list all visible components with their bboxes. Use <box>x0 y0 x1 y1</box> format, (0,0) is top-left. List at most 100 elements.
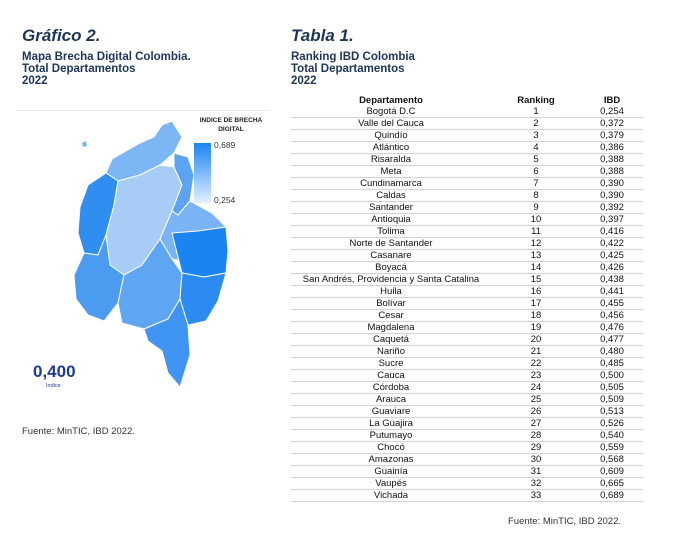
cell-departamento: Arauca <box>291 393 491 406</box>
table-row: Vichada 33 0,689 <box>291 489 643 502</box>
table-row: Norte de Santander 12 0,422 <box>291 237 643 250</box>
cell-ranking: 6 <box>491 165 581 178</box>
cell-ibd: 0,388 <box>581 153 643 166</box>
cell-ranking: 17 <box>491 297 581 310</box>
cell-ibd: 0,388 <box>581 165 643 178</box>
cell-departamento: Nariño <box>291 345 491 358</box>
cell-departamento: Guainía <box>291 465 491 478</box>
table-row: Magdalena 19 0,476 <box>291 321 643 334</box>
cell-ranking: 18 <box>491 309 581 322</box>
table-row: Huila 16 0,441 <box>291 285 643 298</box>
cell-ranking: 13 <box>491 249 581 262</box>
table-row: Bolívar 17 0,455 <box>291 297 643 310</box>
cell-departamento: Vichada <box>291 489 491 502</box>
ranking-table: Departamento Ranking IBD Bogotá D.C 1 0,25… <box>291 94 643 502</box>
table-row: Bogotá D.C 1 0,254 <box>291 106 643 118</box>
figure-subtitle-2: Total Departamentos <box>22 63 136 75</box>
cell-ibd: 0,559 <box>581 441 643 454</box>
table-header-row: Departamento Ranking IBD <box>291 94 643 106</box>
national-index-label: Indice <box>46 383 61 389</box>
cell-ibd: 0,476 <box>581 321 643 334</box>
cell-departamento: Boyacá <box>291 261 491 274</box>
cell-ibd: 0,455 <box>581 297 643 310</box>
cell-departamento: Casanare <box>291 249 491 262</box>
table-row: Valle del Cauca 2 0,372 <box>291 117 643 130</box>
cell-ibd: 0,425 <box>581 249 643 262</box>
cell-ranking: 2 <box>491 117 581 130</box>
cell-ibd: 0,500 <box>581 369 643 382</box>
table-row: Meta 6 0,388 <box>291 165 643 178</box>
cell-departamento: Amazonas <box>291 453 491 466</box>
cell-departamento: Córdoba <box>291 381 491 394</box>
legend-title-line-1: INDICE DE BRECHA <box>199 117 263 124</box>
legend-gradient <box>194 143 211 203</box>
table-row: La Guajira 27 0,526 <box>291 417 643 430</box>
legend-title-line-2: DIGITAL <box>218 126 244 133</box>
table-row: Atlántico 4 0,386 <box>291 141 643 154</box>
cell-ibd: 0,386 <box>581 141 643 154</box>
cell-ibd: 0,665 <box>581 477 643 490</box>
cell-ibd: 0,397 <box>581 213 643 226</box>
map-region-san-andres <box>82 141 87 147</box>
table-row: Guaviare 26 0,513 <box>291 405 643 418</box>
table-source: Fuente: MinTIC, IBD 2022. <box>508 516 621 527</box>
cell-ranking: 16 <box>491 285 581 298</box>
table-row: Boyacá 14 0,426 <box>291 261 643 274</box>
cell-ranking: 8 <box>491 189 581 202</box>
cell-ibd: 0,689 <box>581 489 643 502</box>
column-header-departamento: Departamento <box>359 94 423 106</box>
cell-ranking: 22 <box>491 357 581 370</box>
figure-source: Fuente: MinTIC, IBD 2022. <box>22 426 135 437</box>
cell-ibd: 0,426 <box>581 261 643 274</box>
figure-title: Gráfico 2. <box>22 26 101 45</box>
cell-ranking: 12 <box>491 237 581 250</box>
cell-departamento: Caquetá <box>291 333 491 346</box>
table-row: Sucre 22 0,485 <box>291 357 643 370</box>
cell-departamento: Magdalena <box>291 321 491 334</box>
table-row: Putumayo 28 0,540 <box>291 429 643 442</box>
table-row: Vaupés 32 0,665 <box>291 477 643 490</box>
table-row: Risaralda 5 0,388 <box>291 153 643 166</box>
cell-ranking: 1 <box>491 106 581 118</box>
cell-ibd: 0,438 <box>581 273 643 286</box>
cell-ibd: 0,416 <box>581 225 643 238</box>
cell-ranking: 4 <box>491 141 581 154</box>
cell-departamento: Bogotá D.C <box>291 106 491 118</box>
table-row: Tolima 11 0,416 <box>291 225 643 238</box>
map-region-amazonas <box>143 297 191 389</box>
cell-ranking: 9 <box>491 201 581 214</box>
figure-subtitle-1: Mapa Brecha Digital Colombia. <box>22 51 191 63</box>
cell-ibd: 0,456 <box>581 309 643 322</box>
cell-departamento: Putumayo <box>291 429 491 442</box>
column-header-ranking: Ranking <box>517 94 555 106</box>
cell-departamento: Atlántico <box>291 141 491 154</box>
cell-ibd: 0,441 <box>581 285 643 298</box>
cell-ibd: 0,390 <box>581 177 643 190</box>
table-row: Casanare 13 0,425 <box>291 249 643 262</box>
table-row: Caldas 8 0,390 <box>291 189 643 202</box>
cell-ranking: 19 <box>491 321 581 334</box>
cell-departamento: La Guajira <box>291 417 491 430</box>
cell-ranking: 20 <box>491 333 581 346</box>
cell-ibd: 0,513 <box>581 405 643 418</box>
cell-ranking: 5 <box>491 153 581 166</box>
cell-departamento: Chocó <box>291 441 491 454</box>
cell-departamento: Cauca <box>291 369 491 382</box>
cell-departamento: Vaupés <box>291 477 491 490</box>
cell-ranking: 10 <box>491 213 581 226</box>
table-title: Tabla 1. <box>291 26 354 45</box>
cell-departamento: Santander <box>291 201 491 214</box>
cell-ibd: 0,254 <box>581 106 643 118</box>
figure-header: Gráfico 2. Mapa Brecha Digital Colombia.… <box>22 26 277 87</box>
legend-min-label: 0,254 <box>214 195 236 205</box>
cell-ibd: 0,505 <box>581 381 643 394</box>
map-region-vichada <box>171 226 229 278</box>
cell-departamento: Quindío <box>291 129 491 142</box>
cell-ibd: 0,422 <box>581 237 643 250</box>
cell-ibd: 0,372 <box>581 117 643 130</box>
cell-ibd: 0,609 <box>581 465 643 478</box>
cell-ranking: 28 <box>491 429 581 442</box>
cell-ranking: 32 <box>491 477 581 490</box>
table-row: Guainía 31 0,609 <box>291 465 643 478</box>
table-row: Cauca 23 0,500 <box>291 369 643 382</box>
